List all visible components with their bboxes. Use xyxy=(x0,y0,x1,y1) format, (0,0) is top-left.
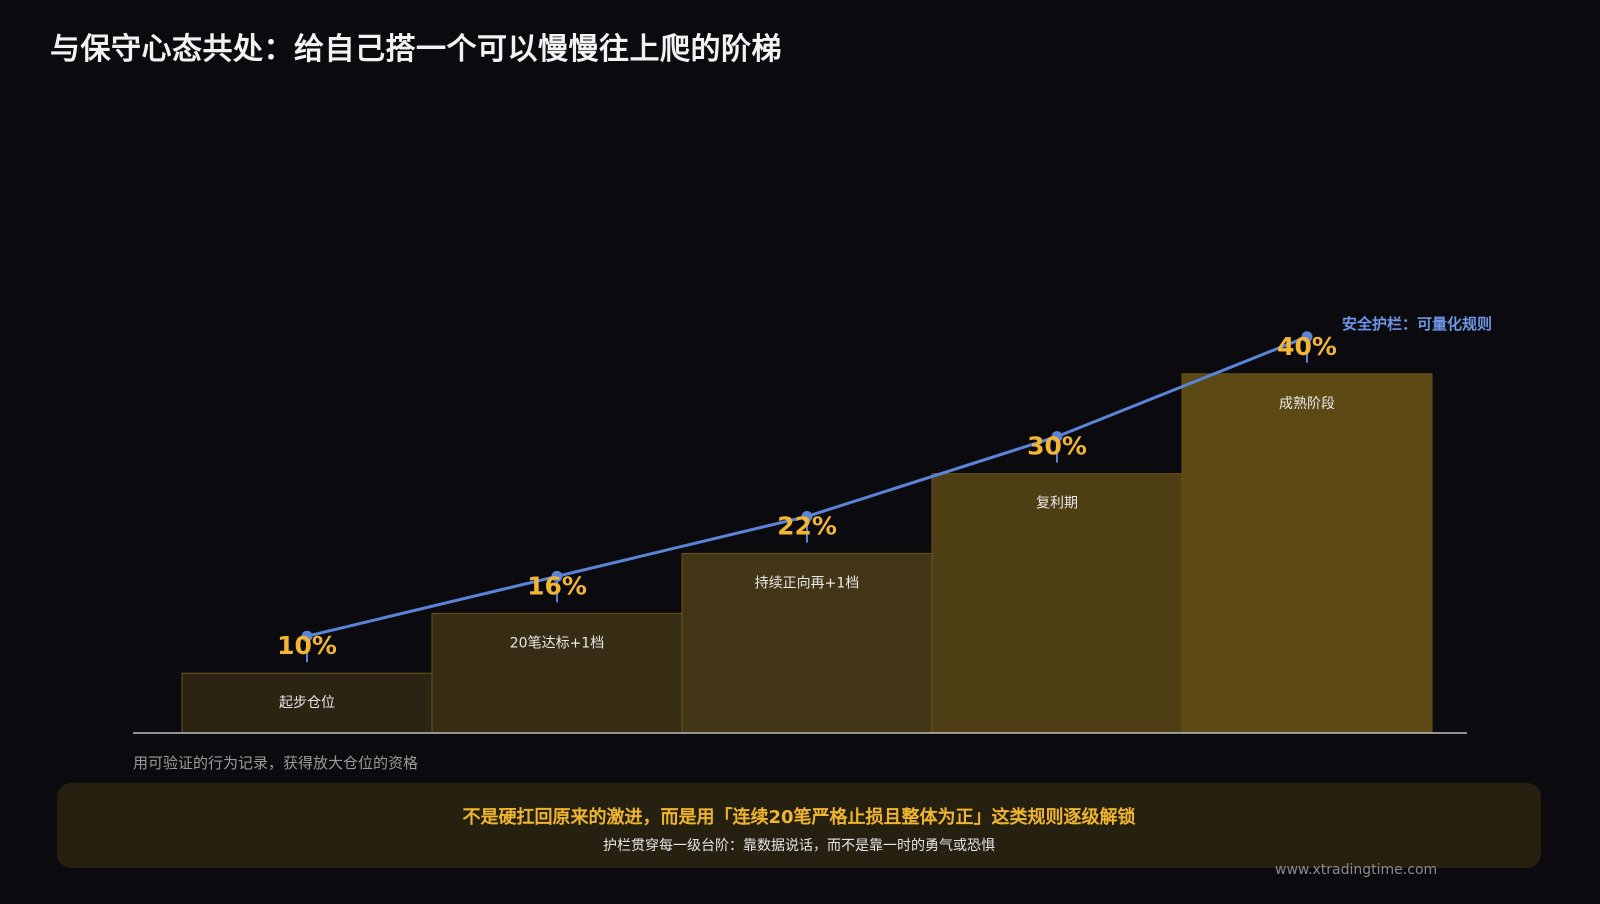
bar-category-label-5: 成熟阶段 xyxy=(1279,396,1335,412)
guardrail-point-1 xyxy=(301,630,313,642)
bar-2 xyxy=(431,612,683,734)
bar-category-label-2: 20笔达标+1档 xyxy=(510,635,604,651)
bar-value-label-2: 16% xyxy=(527,571,587,600)
page-title: 与保守心态共处：给自己搭一个可以慢慢往上爬的阶梯 xyxy=(50,32,782,67)
note-box: 不是硬扛回原来的激进，而是用「连续20笔严格止损且整体为正」这类规则逐级解锁 护… xyxy=(57,783,1541,868)
bar-category-label-3: 持续正向再+1档 xyxy=(755,574,860,591)
bar-3 xyxy=(681,552,933,734)
bar-value-label-5: 40% xyxy=(1277,332,1337,361)
note-sub-text: 护栏贯穿每一级台阶：靠数据说话，而不是靠一时的勇气或恐惧 xyxy=(603,838,995,854)
bar-5 xyxy=(1181,373,1433,734)
bar-category-label-4: 复利期 xyxy=(1036,495,1078,512)
bar-4 xyxy=(931,473,1183,734)
chart-caption: 用可验证的行为记录，获得放大仓位的资格 xyxy=(133,754,419,772)
guardrail-point-5 xyxy=(1301,331,1313,343)
bars-layer xyxy=(181,373,1433,734)
guardrail-point-2 xyxy=(551,570,563,582)
bar-1 xyxy=(181,672,433,734)
note-main-text: 不是硬扛回原来的激进，而是用「连续20笔严格止损且整体为正」这类规则逐级解锁 xyxy=(462,807,1136,828)
watermark: www.xtradingtime.com xyxy=(1275,862,1438,878)
labels-layer: 起步仓位 10% 20笔达标+1档 16% 持续正向再+1档 22% 复利期 30% 成熟阶段 4… xyxy=(277,315,1492,711)
guardrail-series-label: 安全护栏：可量化规则 xyxy=(1342,315,1492,333)
bar-value-label-4: 30% xyxy=(1027,432,1087,461)
bar-category-label-1: 起步仓位 xyxy=(279,695,335,711)
guardrail-line-layer xyxy=(301,331,1313,663)
bar-value-label-3: 22% xyxy=(777,511,837,540)
guardrail-point-4 xyxy=(1051,431,1063,443)
bar-value-label-1: 10% xyxy=(277,631,337,660)
guardrail-point-3 xyxy=(801,510,813,522)
